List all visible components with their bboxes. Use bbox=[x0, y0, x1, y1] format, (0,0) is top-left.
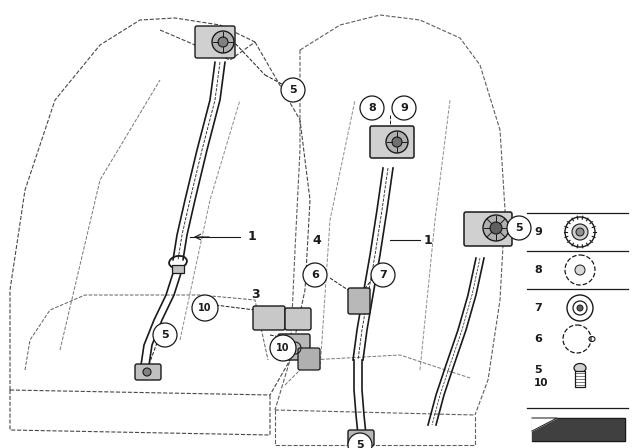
Text: 6: 6 bbox=[311, 270, 319, 280]
Circle shape bbox=[386, 131, 408, 153]
FancyBboxPatch shape bbox=[370, 126, 414, 158]
FancyBboxPatch shape bbox=[348, 288, 370, 314]
Text: 5: 5 bbox=[356, 440, 364, 448]
Text: 6: 6 bbox=[534, 334, 542, 344]
Text: 3: 3 bbox=[251, 289, 259, 302]
FancyBboxPatch shape bbox=[278, 334, 310, 360]
Text: 7: 7 bbox=[534, 303, 541, 313]
Circle shape bbox=[270, 335, 296, 361]
FancyBboxPatch shape bbox=[464, 212, 512, 246]
Text: 1: 1 bbox=[424, 233, 433, 246]
Circle shape bbox=[572, 224, 588, 240]
Text: 9: 9 bbox=[534, 227, 542, 237]
Text: 5: 5 bbox=[534, 365, 541, 375]
Text: 10: 10 bbox=[534, 378, 548, 388]
Text: 5: 5 bbox=[161, 330, 169, 340]
Circle shape bbox=[575, 265, 585, 275]
Ellipse shape bbox=[574, 363, 586, 372]
Text: 10: 10 bbox=[276, 343, 290, 353]
FancyBboxPatch shape bbox=[298, 348, 320, 370]
Circle shape bbox=[577, 305, 583, 311]
Text: 5: 5 bbox=[289, 85, 297, 95]
Text: 5: 5 bbox=[515, 223, 523, 233]
Text: 9: 9 bbox=[400, 103, 408, 113]
Circle shape bbox=[192, 295, 218, 321]
Text: 8: 8 bbox=[368, 103, 376, 113]
Polygon shape bbox=[532, 418, 557, 431]
Circle shape bbox=[143, 368, 151, 376]
Bar bbox=[172, 265, 184, 273]
Circle shape bbox=[567, 295, 593, 321]
Text: 8: 8 bbox=[534, 265, 541, 275]
Text: 7: 7 bbox=[379, 270, 387, 280]
FancyBboxPatch shape bbox=[135, 364, 161, 380]
Circle shape bbox=[153, 323, 177, 347]
FancyBboxPatch shape bbox=[253, 306, 285, 330]
Circle shape bbox=[303, 263, 327, 287]
FancyBboxPatch shape bbox=[285, 308, 311, 330]
Circle shape bbox=[565, 217, 595, 247]
Circle shape bbox=[392, 96, 416, 120]
Text: 10: 10 bbox=[198, 303, 212, 313]
Circle shape bbox=[348, 433, 372, 448]
Text: 1: 1 bbox=[248, 231, 257, 244]
Circle shape bbox=[563, 325, 591, 353]
Circle shape bbox=[371, 263, 395, 287]
FancyBboxPatch shape bbox=[195, 26, 235, 58]
Circle shape bbox=[281, 78, 305, 102]
Circle shape bbox=[360, 96, 384, 120]
Polygon shape bbox=[532, 418, 625, 441]
Circle shape bbox=[218, 37, 228, 47]
Circle shape bbox=[576, 228, 584, 236]
Text: 4: 4 bbox=[312, 233, 321, 246]
Circle shape bbox=[483, 215, 509, 241]
FancyBboxPatch shape bbox=[348, 430, 374, 446]
Circle shape bbox=[507, 216, 531, 240]
Bar bbox=[575, 371, 585, 387]
Circle shape bbox=[490, 222, 502, 234]
Circle shape bbox=[392, 137, 402, 147]
Circle shape bbox=[565, 255, 595, 285]
Circle shape bbox=[212, 31, 234, 53]
